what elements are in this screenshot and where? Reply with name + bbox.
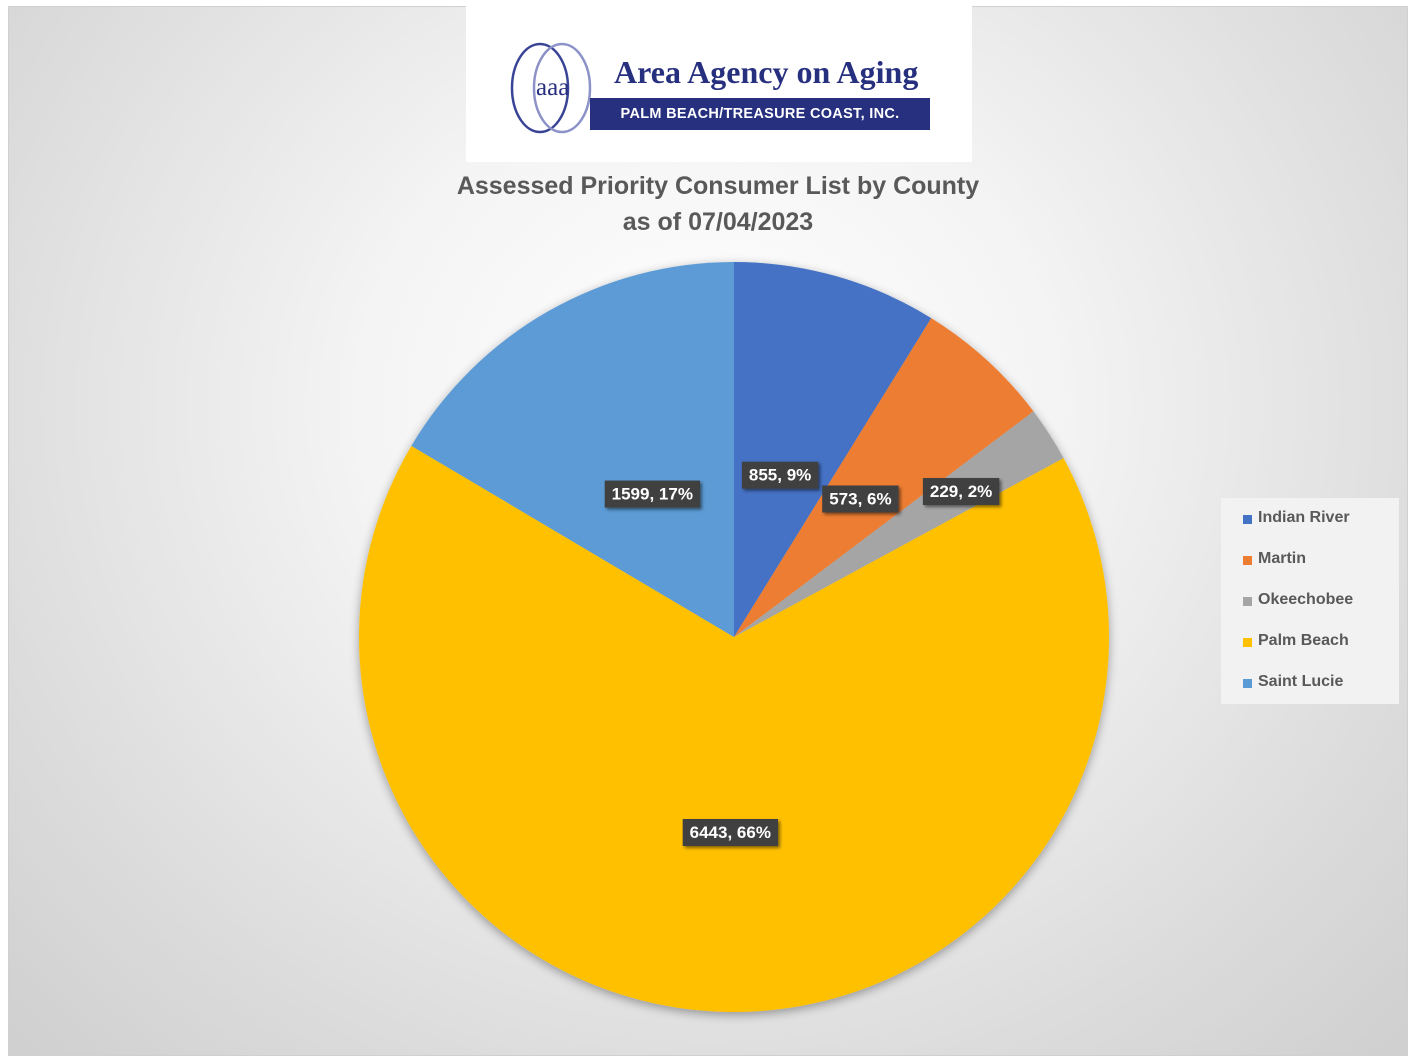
data-label-box [741,461,819,489]
data-label-text: 855, 9% [749,466,811,485]
data-label-box [604,480,700,508]
logo-mark-text: aaa [536,74,570,101]
data-label-box [682,819,778,846]
pie-slice-palm-beach [359,445,1110,1012]
data-label-text: 573, 6% [829,490,891,509]
legend-item: Martin [1221,550,1399,591]
chart-title: Assessed Priority Consumer List by Count… [456,172,980,200]
pie-slice-martin [734,318,1034,637]
chart-legend: Indian River Martin Okeechobee Palm Beac… [1221,498,1399,704]
legend-label: Palm Beach [1258,632,1349,649]
data-label: 573, 6% [822,485,899,513]
legend-item: Saint Lucie [1221,673,1399,714]
legend-swatch [1243,638,1252,647]
legend-item: Okeechobee [1221,591,1399,632]
legend-swatch [1243,515,1252,524]
pie-slice-okeechobee [734,411,1064,637]
logo-agency-subtitle: PALM BEACH/TREASURE COAST, INC. [590,98,930,130]
data-label-box [922,478,1000,505]
logo-rings-icon [510,42,592,134]
data-label: 6443, 66% [682,819,778,846]
legend-swatch [1243,556,1252,565]
data-label-text: 229, 2% [930,482,992,501]
legend-item: Palm Beach [1221,632,1399,673]
data-label-text: 6443, 66% [690,823,771,842]
legend-swatch [1243,679,1252,688]
data-label: 229, 2% [922,478,1000,505]
legend-swatch [1243,597,1252,606]
pie-slice-saint-lucie [411,262,734,637]
legend-label: Okeechobee [1258,591,1354,608]
data-label: 855, 9% [741,461,819,489]
chart-subtitle: as of 07/04/2023 [622,208,814,236]
data-label-box [822,485,899,513]
legend-item: Indian River [1221,509,1399,550]
pie-slice-indian-river [734,262,932,637]
data-label: 1599, 17% [604,480,700,508]
chart-title-block: Assessed Priority Consumer List by Count… [200,168,1236,240]
legend-label: Indian River [1258,509,1350,526]
legend-label: Martin [1258,550,1306,567]
logo-agency-name: Area Agency on Aging [614,54,919,90]
legend-label: Saint Lucie [1258,673,1344,690]
agency-logo: aaa Area Agency on Aging PALM BEACH/TREA… [466,6,972,162]
data-label-text: 1599, 17% [612,485,693,504]
